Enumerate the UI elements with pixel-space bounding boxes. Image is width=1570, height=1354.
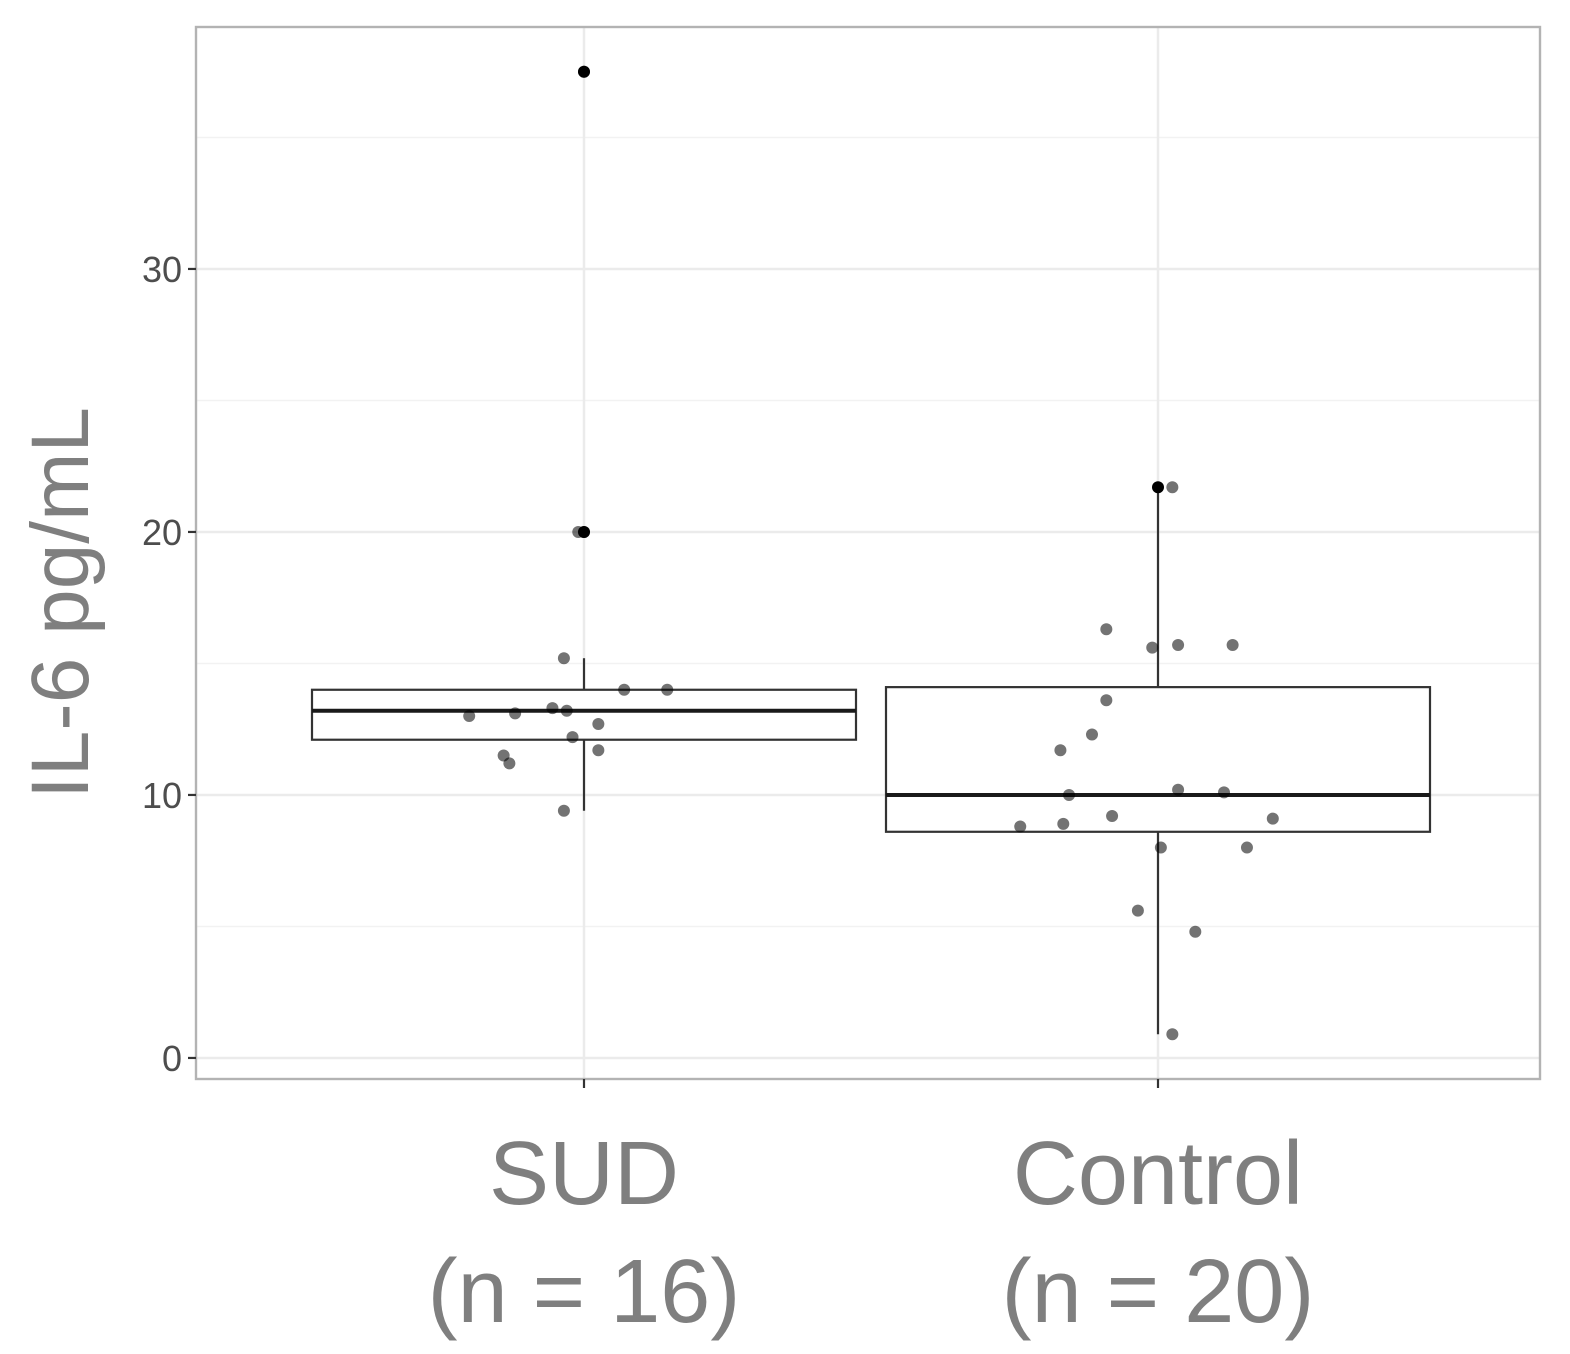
data-point xyxy=(463,710,476,723)
x-category-label: SUD xyxy=(489,1124,679,1224)
data-point xyxy=(1131,904,1144,917)
x-category-count: (n = 20) xyxy=(1002,1242,1315,1342)
boxes xyxy=(310,487,1432,1035)
data-point xyxy=(1172,783,1185,796)
data-point xyxy=(1218,786,1231,799)
data-point xyxy=(1100,623,1113,636)
box-iqr xyxy=(884,686,1432,833)
data-point xyxy=(1154,841,1167,854)
outlier-point xyxy=(1152,481,1164,494)
data-point xyxy=(1166,481,1179,494)
data-point xyxy=(566,731,579,744)
data-point xyxy=(1014,820,1027,833)
data-point xyxy=(1057,817,1070,830)
data-point xyxy=(618,683,631,696)
box-iqr xyxy=(310,688,858,741)
y-tick-label: 0 xyxy=(162,1038,182,1079)
data-point xyxy=(1100,694,1113,707)
plot-panel-border xyxy=(194,25,1542,1081)
data-point xyxy=(1063,788,1076,801)
data-point xyxy=(1226,639,1239,652)
data-point xyxy=(1146,641,1159,654)
data-point xyxy=(592,717,605,730)
axes: 0 10 20 30 SUD (n = 16) Control (n = 20) xyxy=(142,249,1314,1342)
x-category-label: Control xyxy=(1013,1124,1303,1224)
data-point xyxy=(592,744,605,757)
data-point xyxy=(1266,812,1279,825)
grid-lines xyxy=(196,27,1540,1079)
data-points xyxy=(463,65,1279,1041)
data-point xyxy=(1054,744,1067,757)
data-point xyxy=(578,65,590,78)
data-point xyxy=(1240,841,1253,854)
data-point xyxy=(1085,728,1098,741)
data-point xyxy=(503,757,516,770)
data-point xyxy=(661,683,674,696)
y-tick-label: 20 xyxy=(142,512,182,553)
data-point xyxy=(1106,810,1119,822)
data-point xyxy=(1189,925,1202,938)
data-point xyxy=(1172,639,1185,652)
data-point xyxy=(1166,1028,1179,1041)
data-point xyxy=(546,702,559,715)
y-tick-label: 30 xyxy=(142,249,182,290)
data-point xyxy=(509,707,522,720)
data-point xyxy=(557,804,570,817)
data-point xyxy=(560,704,573,717)
data-point xyxy=(557,652,570,665)
data-point xyxy=(578,525,590,538)
x-category-count: (n = 16) xyxy=(428,1242,741,1342)
y-axis-title: IL-6 pg/mL xyxy=(15,407,106,799)
y-tick-label: 10 xyxy=(142,775,182,816)
